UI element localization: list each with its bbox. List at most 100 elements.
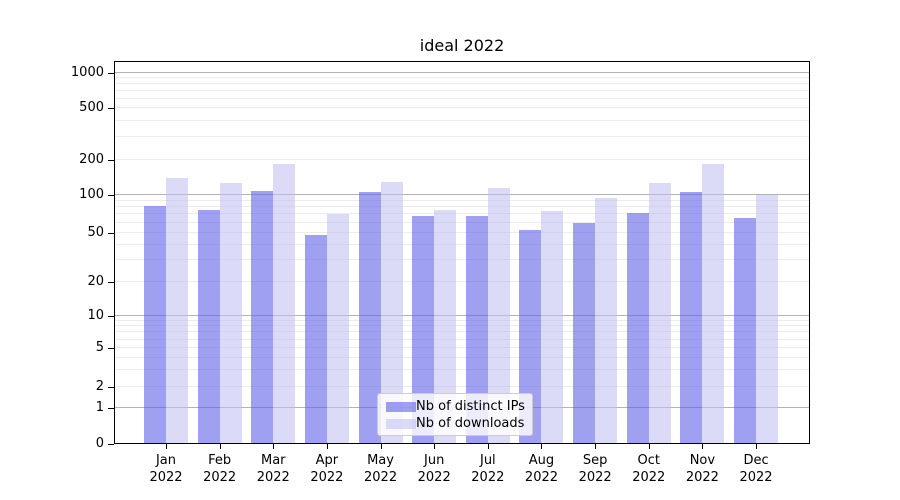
- gridline-minor: [114, 90, 810, 92]
- legend-item-downloads: Nb of downloads: [386, 415, 524, 432]
- x-tick-label: Apr 2022: [297, 452, 357, 486]
- legend-label-distinct-ips: Nb of distinct IPs: [416, 399, 525, 414]
- x-tick-label: Nov 2022: [672, 452, 732, 486]
- x-tick-month: Jun: [424, 453, 445, 468]
- x-tick-month: Mar: [261, 453, 286, 468]
- y-tick-label: 1: [95, 400, 104, 416]
- x-tick-month: Aug: [528, 453, 555, 468]
- x-tick-month: Dec: [743, 453, 769, 468]
- y-tick-label: 0: [95, 436, 104, 451]
- gridline-minor: [114, 325, 810, 327]
- legend-swatch-distinct-ips: [386, 401, 416, 412]
- legend-swatch-downloads: [386, 418, 416, 429]
- bar-downloads: [166, 177, 188, 444]
- y-tick-mark: [108, 108, 114, 110]
- y-tick-mark: [108, 232, 114, 234]
- axis-spine-right: [809, 61, 810, 444]
- x-tick-month: Oct: [637, 453, 660, 468]
- y-tick-label: 10: [87, 307, 104, 323]
- y-tick-mark: [108, 444, 114, 445]
- gridline-minor: [114, 259, 810, 261]
- x-tick-mark: [487, 444, 489, 449]
- y-tick-label: 5: [95, 340, 104, 356]
- bar-downloads: [702, 163, 725, 444]
- gridline-minor: [114, 281, 810, 283]
- y-tick-mark: [108, 160, 114, 161]
- gridline-minor: [114, 331, 810, 333]
- bar-distinct-ips: [197, 209, 220, 444]
- gridline-minor: [114, 213, 810, 215]
- x-tick-label: Jan 2022: [136, 452, 196, 486]
- y-tick-mark: [108, 282, 114, 284]
- bar-downloads: [380, 182, 403, 444]
- x-tick-month: Feb: [208, 453, 232, 468]
- plot-area: [114, 61, 810, 444]
- y-tick-label: 1000: [70, 64, 104, 80]
- gridline-minor: [114, 206, 810, 208]
- y-tick-mark: [108, 72, 114, 74]
- y-tick-label: 200: [79, 152, 104, 167]
- axis-spine-bottom: [114, 443, 810, 444]
- x-tick-label: Feb 2022: [190, 452, 250, 486]
- bar-distinct-ips: [465, 215, 488, 444]
- gridline-minor: [114, 231, 810, 233]
- gridline-minor: [114, 107, 810, 109]
- x-tick-mark: [595, 444, 597, 449]
- gridline-minor: [114, 347, 810, 349]
- x-tick-month: Sep: [582, 453, 608, 468]
- x-tick-year: 2022: [417, 470, 451, 485]
- y-tick-mark: [108, 386, 114, 388]
- x-tick-mark: [756, 444, 758, 449]
- x-tick-label: Dec 2022: [726, 452, 786, 486]
- x-tick-year: 2022: [256, 470, 290, 485]
- bar-downloads: [219, 182, 242, 444]
- bar-distinct-ips: [251, 190, 274, 444]
- bar-downloads: [434, 209, 457, 444]
- x-tick-month: Apr: [315, 453, 339, 468]
- y-tick-mark: [108, 195, 114, 196]
- x-tick-year: 2022: [471, 470, 505, 485]
- bars-layer: [114, 61, 810, 444]
- x-tick-mark: [166, 444, 167, 449]
- x-tick-year: 2022: [310, 470, 344, 485]
- axis-spine-top: [114, 61, 810, 62]
- gridline-minor: [114, 97, 810, 99]
- gridline-minor: [114, 319, 810, 321]
- x-tick-label: Sep 2022: [565, 452, 625, 486]
- x-tick-mark: [648, 444, 650, 449]
- legend: Nb of distinct IPs Nb of downloads: [377, 393, 533, 436]
- x-tick-month: Nov: [689, 453, 716, 468]
- gridline-minor: [114, 159, 810, 161]
- x-tick-label: Jul 2022: [458, 452, 518, 486]
- x-tick-year: 2022: [632, 470, 666, 485]
- bar-distinct-ips: [734, 217, 757, 444]
- axis-spine-left: [114, 61, 115, 444]
- bar-downloads: [273, 163, 296, 444]
- x-tick-year: 2022: [578, 470, 612, 485]
- gridline-minor: [114, 77, 810, 79]
- bar-downloads: [756, 195, 779, 444]
- y-tick-label: 500: [79, 100, 104, 116]
- gridline-minor: [114, 385, 810, 387]
- x-tick-label: Aug 2022: [511, 452, 571, 486]
- x-tick-month: May: [367, 453, 394, 468]
- gridline-major: [114, 71, 810, 73]
- bar-distinct-ips: [304, 234, 327, 444]
- y-tick-mark: [108, 348, 114, 350]
- x-tick-mark: [702, 444, 704, 449]
- bar-distinct-ips: [573, 222, 596, 444]
- bar-distinct-ips: [680, 192, 703, 444]
- x-tick-mark: [273, 444, 275, 449]
- y-tick-label: 100: [79, 187, 104, 202]
- bar-downloads: [487, 187, 510, 444]
- bar-downloads: [595, 197, 618, 444]
- gridline-major: [114, 314, 810, 316]
- x-tick-year: 2022: [203, 470, 237, 485]
- x-tick-month: Jul: [479, 453, 496, 468]
- x-tick-label: May 2022: [351, 452, 411, 486]
- bar-downloads: [541, 211, 564, 444]
- x-tick-mark: [380, 444, 382, 449]
- chart-title: ideal 2022: [419, 36, 505, 55]
- bar-distinct-ips: [626, 212, 649, 444]
